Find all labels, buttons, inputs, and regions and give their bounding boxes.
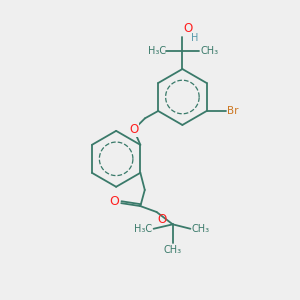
Text: O: O bbox=[158, 213, 167, 226]
Text: CH₃: CH₃ bbox=[192, 224, 210, 234]
Text: H₃C: H₃C bbox=[134, 224, 152, 234]
Text: Br: Br bbox=[227, 106, 239, 116]
Text: O: O bbox=[129, 123, 138, 136]
Text: CH₃: CH₃ bbox=[200, 46, 218, 56]
Text: CH₃: CH₃ bbox=[164, 245, 182, 255]
Text: H: H bbox=[191, 32, 199, 43]
Text: O: O bbox=[109, 195, 119, 208]
Text: H₃C: H₃C bbox=[148, 46, 166, 56]
Text: O: O bbox=[184, 22, 193, 35]
